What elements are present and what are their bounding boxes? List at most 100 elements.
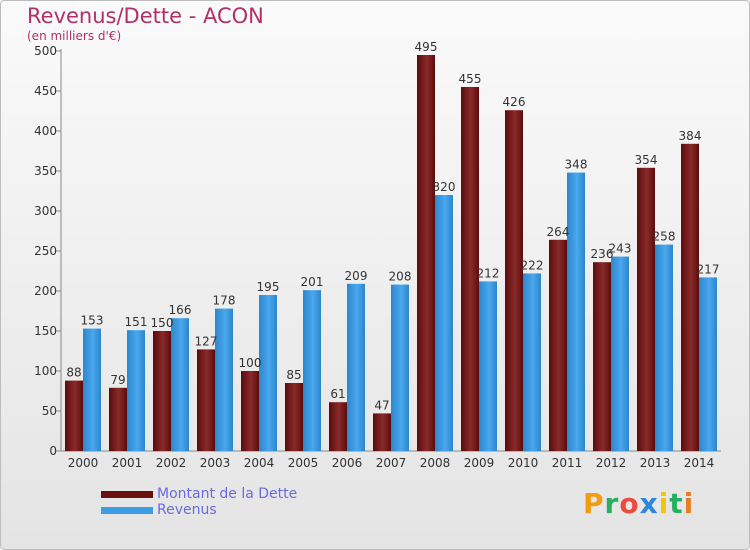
data-label-revenus: 258 (653, 230, 676, 244)
x-tick-label: 2006 (332, 456, 363, 470)
bar-dette (285, 383, 303, 451)
data-label-dette: 88 (66, 366, 81, 380)
y-tick-label: 450 (34, 84, 57, 98)
proxiti-logo: Proxiti (583, 487, 694, 520)
data-label-dette: 384 (679, 129, 702, 143)
bar-dette (241, 371, 259, 451)
bar-revenus (699, 277, 717, 451)
data-label-dette: 79 (110, 373, 125, 387)
bar-dette (153, 331, 171, 451)
bar-dette (461, 87, 479, 451)
data-label-revenus: 243 (609, 242, 632, 256)
legend-swatch-dette (101, 491, 153, 498)
x-tick-label: 2008 (420, 456, 451, 470)
legend-swatch-revenus (101, 507, 153, 514)
bar-dette (593, 262, 611, 451)
logo-letter: o (619, 487, 640, 520)
bar-revenus (347, 283, 365, 451)
y-tick-label: 300 (34, 204, 57, 218)
data-label-revenus: 320 (433, 180, 456, 194)
y-tick-label: 150 (34, 324, 57, 338)
bar-revenus (523, 273, 541, 451)
y-tick-label: 200 (34, 284, 57, 298)
bar-revenus (611, 256, 629, 451)
data-label-dette: 264 (547, 225, 570, 239)
logo-letter: t (669, 487, 684, 520)
y-tick-label: 100 (34, 364, 57, 378)
y-tick-label: 400 (34, 124, 57, 138)
data-label-revenus: 222 (521, 258, 544, 272)
bar-dette (549, 239, 567, 451)
bar-dette (65, 380, 83, 451)
bar-revenus (215, 308, 233, 451)
data-label-revenus: 348 (565, 158, 588, 172)
data-label-revenus: 166 (169, 303, 192, 317)
data-label-dette: 354 (635, 153, 658, 167)
bar-revenus (435, 195, 453, 451)
legend-label-dette: Montant de la Dette (157, 486, 298, 502)
bar-dette (329, 402, 347, 451)
bar-dette (637, 167, 655, 452)
logo-letter: r (604, 487, 620, 520)
logo-letter: x (639, 487, 659, 520)
y-tick-label: 250 (34, 244, 57, 258)
bar-revenus (83, 328, 101, 451)
data-label-revenus: 151 (125, 315, 148, 329)
logo-letter: i (683, 487, 695, 520)
data-label-dette: 100 (239, 356, 262, 370)
bar-revenus (655, 244, 673, 451)
logo-letter: i (658, 487, 670, 520)
x-tick-label: 2011 (552, 456, 583, 470)
x-tick-label: 2000 (68, 456, 99, 470)
bar-revenus (171, 318, 189, 451)
data-label-revenus: 201 (301, 275, 324, 289)
legend-label-revenus: Revenus (157, 502, 217, 518)
data-label-dette: 150 (151, 316, 174, 330)
logo-letter: P (583, 487, 605, 520)
data-label-dette: 455 (459, 72, 482, 86)
data-label-dette: 236 (591, 247, 614, 261)
bar-revenus (127, 330, 145, 451)
x-tick-label: 2010 (508, 456, 539, 470)
data-label-revenus: 212 (477, 266, 500, 280)
y-tick-label: 0 (49, 444, 57, 458)
data-label-dette: 85 (286, 368, 301, 382)
bar-revenus (391, 284, 409, 451)
x-tick-label: 2007 (376, 456, 407, 470)
data-label-dette: 47 (374, 398, 389, 412)
y-tick-label: 500 (34, 44, 57, 58)
data-label-revenus: 209 (345, 269, 368, 283)
bar-dette (417, 55, 435, 451)
x-tick-label: 2002 (156, 456, 187, 470)
bar-revenus (479, 281, 497, 451)
data-label-dette: 61 (330, 387, 345, 401)
x-tick-label: 2005 (288, 456, 319, 470)
x-tick-label: 2004 (244, 456, 275, 470)
bar-dette (109, 387, 127, 451)
data-label-revenus: 153 (81, 314, 104, 328)
data-label-revenus: 195 (257, 280, 280, 294)
y-tick-label: 350 (34, 164, 57, 178)
x-tick-label: 2014 (684, 456, 715, 470)
data-label-dette: 127 (195, 334, 218, 348)
x-tick-label: 2013 (640, 456, 671, 470)
chart-subtitle: (en milliers d'€) (27, 29, 122, 43)
x-tick-label: 2009 (464, 456, 495, 470)
bar-revenus (259, 295, 277, 451)
x-tick-label: 2001 (112, 456, 143, 470)
data-label-revenus: 178 (213, 294, 236, 308)
x-tick-label: 2012 (596, 456, 627, 470)
bar-dette (197, 349, 215, 451)
bar-revenus (567, 172, 585, 451)
bar-revenus (303, 290, 321, 451)
data-label-revenus: 217 (697, 262, 720, 276)
bar-dette (373, 413, 391, 451)
chart-title: Revenus/Dette - ACON (27, 4, 264, 28)
bar-dette (505, 110, 523, 451)
y-tick-label: 50 (42, 404, 57, 418)
bar-dette (681, 143, 699, 452)
data-label-revenus: 208 (389, 270, 412, 284)
data-label-dette: 495 (415, 40, 438, 54)
